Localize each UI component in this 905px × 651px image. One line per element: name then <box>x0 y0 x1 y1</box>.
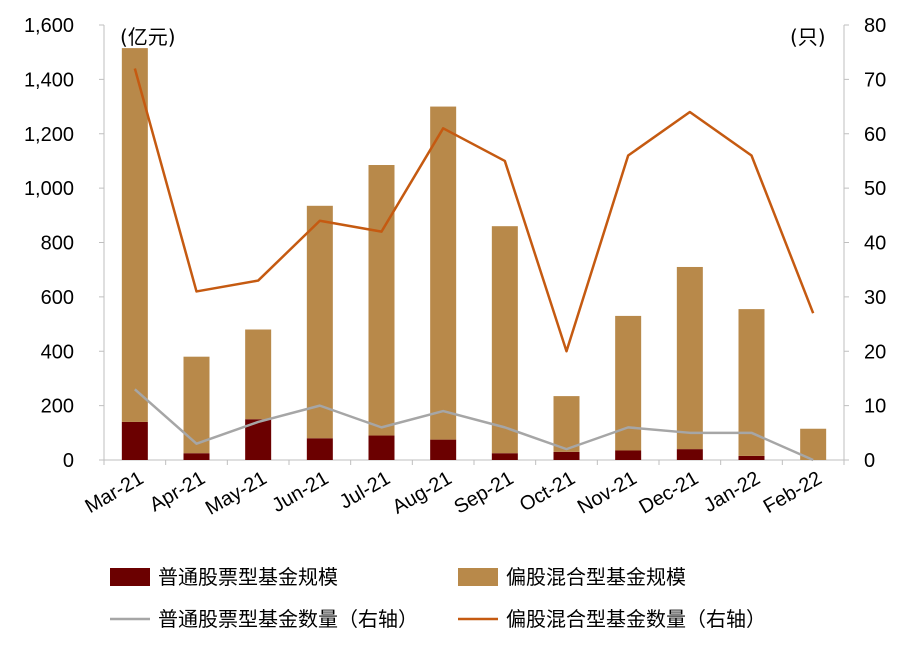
bar-segment <box>800 428 827 460</box>
left-tick-label: 200 <box>41 396 74 418</box>
series-line <box>133 68 815 353</box>
left-tick-label: 1,600 <box>24 15 74 37</box>
bar-segment <box>491 226 518 454</box>
left-tick-label: 400 <box>41 341 74 363</box>
x-tick-label: Feb-22 <box>760 467 826 518</box>
bar-segment <box>183 356 210 454</box>
lines <box>133 68 815 462</box>
legend-swatch <box>110 568 150 586</box>
bar-segment <box>553 451 580 460</box>
series-line <box>134 388 814 462</box>
bars <box>121 48 827 460</box>
left-axis-unit: (亿元) <box>120 25 176 49</box>
bar-segment <box>121 48 148 422</box>
bar-segment <box>676 266 703 450</box>
legend-label: 普通股票型基金规模 <box>158 565 338 589</box>
right-tick-label: 30 <box>864 287 886 309</box>
legend-label: 偏股混合型基金规模 <box>506 565 686 589</box>
left-tick-label: 800 <box>41 233 74 255</box>
left-tick-label: 600 <box>41 287 74 309</box>
bar-segment <box>615 450 642 460</box>
x-tick-label: Oct-21 <box>516 467 579 516</box>
right-axis-unit: (只) <box>790 25 826 49</box>
legend-label: 偏股混合型基金数量（右轴） <box>506 607 766 631</box>
x-tick-label: Apr-21 <box>146 467 209 516</box>
x-tick-label: Jan-22 <box>700 467 764 517</box>
right-tick-label: 80 <box>864 15 886 37</box>
bar-segment <box>121 421 148 460</box>
x-tick-label: Sep-21 <box>450 467 517 518</box>
bar-segment <box>306 205 333 439</box>
legend-swatch <box>458 568 498 586</box>
bar-segment <box>491 453 518 460</box>
labels: (亿元) (只) <box>120 25 826 49</box>
legend-label: 普通股票型基金数量（右轴） <box>158 607 418 631</box>
x-tick-label: May-21 <box>202 467 271 519</box>
bar-segment <box>368 165 395 436</box>
bar-segment <box>430 106 457 440</box>
x-tick-label: Nov-21 <box>574 467 641 518</box>
bar-segment <box>553 396 580 452</box>
bar-segment <box>738 455 765 460</box>
bar-segment <box>306 438 333 460</box>
bar-segment <box>738 309 765 456</box>
left-tick-label: 1,200 <box>24 124 74 146</box>
left-tick-label: 1,000 <box>24 178 74 200</box>
right-tick-label: 0 <box>864 450 875 472</box>
left-tick-label: 1,400 <box>24 69 74 91</box>
x-tick-label: Dec-21 <box>635 467 702 518</box>
bar-segment <box>430 439 457 460</box>
bar-segment <box>676 449 703 460</box>
bar-segment <box>245 329 272 420</box>
right-tick-label: 40 <box>864 233 886 255</box>
x-tick-label: Aug-21 <box>389 467 456 518</box>
bar-segment <box>183 453 210 460</box>
right-tick-label: 50 <box>864 178 886 200</box>
left-tick-label: 0 <box>63 450 74 472</box>
x-tick-label: Mar-21 <box>81 467 147 518</box>
right-tick-label: 70 <box>864 69 886 91</box>
bar-segment <box>368 435 395 460</box>
x-tick-label: Jul-21 <box>336 467 394 513</box>
right-tick-label: 60 <box>864 124 886 146</box>
x-tick-label: Jun-21 <box>268 467 332 517</box>
right-tick-label: 10 <box>864 396 886 418</box>
right-tick-label: 20 <box>864 341 886 363</box>
